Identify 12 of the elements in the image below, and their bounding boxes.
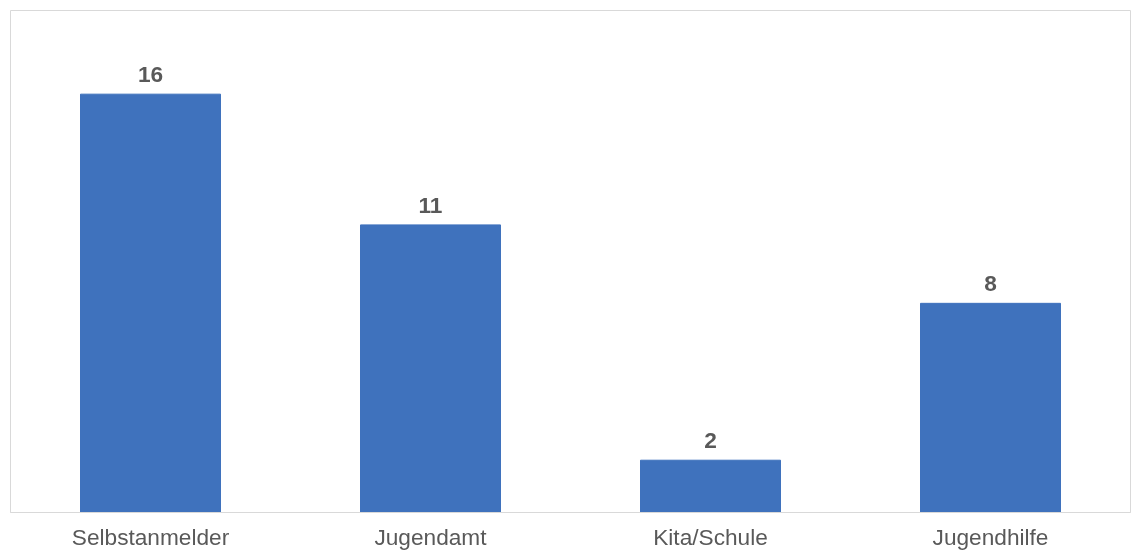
x-tick-label: Kita/Schule <box>653 523 768 550</box>
x-tick-label: Selbstanmelder <box>71 523 230 550</box>
bar <box>80 93 221 513</box>
x-tick-label: Jugendamt <box>374 523 488 550</box>
x-tick-label: Jugendhilfe <box>932 523 1049 550</box>
data-label: 8 <box>984 270 997 297</box>
data-label: 11 <box>418 191 443 218</box>
bar <box>640 459 781 513</box>
data-label: 2 <box>704 427 717 454</box>
bar <box>920 302 1061 513</box>
bar <box>360 224 501 513</box>
data-label: 16 <box>137 61 164 88</box>
